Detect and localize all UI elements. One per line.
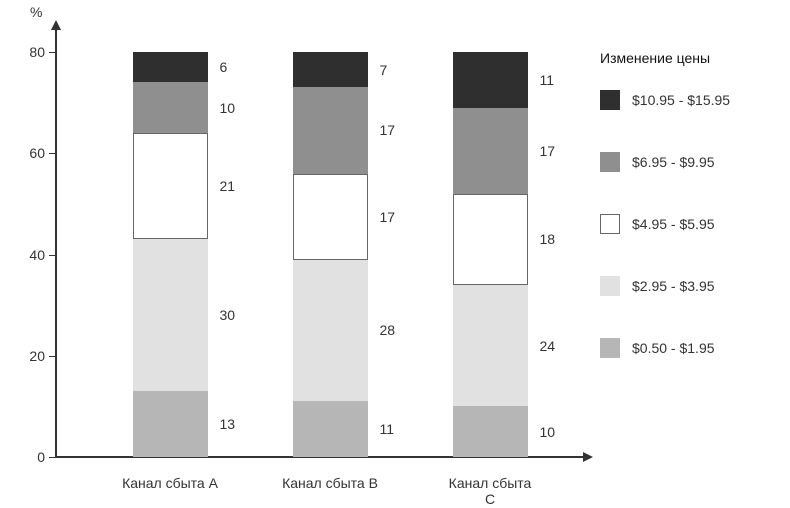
- bar-segment: [293, 87, 368, 173]
- segment-value-label: 11: [380, 421, 395, 437]
- legend-item: $10.95 - $15.95: [600, 90, 730, 110]
- bar-column: 133021106: [133, 52, 208, 457]
- bar-segment: [133, 391, 208, 457]
- legend-item: $6.95 - $9.95: [600, 152, 730, 172]
- y-tick-label: 60: [29, 145, 45, 161]
- y-axis-unit: %: [30, 4, 42, 20]
- legend-item: $2.95 - $3.95: [600, 276, 730, 296]
- segment-value-label: 11: [540, 72, 555, 88]
- bar-segment: [453, 406, 528, 457]
- legend-label: $2.95 - $3.95: [632, 278, 715, 294]
- x-category-label: Канал сбыта C: [448, 475, 533, 507]
- bar-segment: [133, 82, 208, 133]
- x-category-label: Канал сбыта A: [122, 475, 218, 491]
- y-tick: [49, 153, 55, 154]
- bar-column: 112817177: [293, 52, 368, 457]
- bar-segment: [293, 174, 368, 260]
- bar-column: 1024181711: [453, 52, 528, 457]
- y-tick: [49, 457, 55, 458]
- bar-segment: [133, 52, 208, 82]
- bar-segment: [453, 194, 528, 285]
- legend-swatch-icon: [600, 152, 620, 172]
- legend-label: $6.95 - $9.95: [632, 154, 715, 170]
- bar-segment: [453, 108, 528, 194]
- plot-area: 020406080133021106Канал сбыта A112817177…: [55, 52, 575, 457]
- bar-segment: [453, 285, 528, 407]
- bar-segment: [293, 401, 368, 457]
- legend: Изменение цены $10.95 - $15.95 $6.95 - $9…: [600, 50, 730, 400]
- legend-swatch-icon: [600, 214, 620, 234]
- legend-swatch-icon: [600, 338, 620, 358]
- segment-value-label: 7: [380, 62, 388, 78]
- segment-value-label: 18: [540, 231, 556, 247]
- segment-value-label: 30: [220, 307, 236, 323]
- y-tick-label: 40: [29, 247, 45, 263]
- bar-segment: [453, 52, 528, 108]
- legend-swatch-icon: [600, 276, 620, 296]
- stacked-bar-chart: % 020406080133021106Канал сбыта A1128171…: [0, 0, 790, 508]
- legend-label: $0.50 - $1.95: [632, 340, 715, 356]
- segment-value-label: 17: [380, 122, 396, 138]
- bar-segment: [133, 239, 208, 391]
- segment-value-label: 17: [540, 143, 556, 159]
- bar-segment: [293, 260, 368, 402]
- y-tick-label: 0: [37, 449, 45, 465]
- segment-value-label: 13: [220, 416, 236, 432]
- segment-value-label: 28: [380, 322, 396, 338]
- y-axis: [55, 24, 57, 457]
- bar-segment: [133, 133, 208, 239]
- segment-value-label: 10: [540, 424, 556, 440]
- legend-label: $10.95 - $15.95: [632, 92, 730, 108]
- segment-value-label: 17: [380, 209, 396, 225]
- legend-label: $4.95 - $5.95: [632, 216, 715, 232]
- legend-item: $0.50 - $1.95: [600, 338, 730, 358]
- bar-segment: [293, 52, 368, 87]
- segment-value-label: 24: [540, 338, 556, 354]
- legend-item: $4.95 - $5.95: [600, 214, 730, 234]
- y-tick: [49, 52, 55, 53]
- segment-value-label: 10: [220, 100, 236, 116]
- legend-swatch-icon: [600, 90, 620, 110]
- y-tick-label: 20: [29, 348, 45, 364]
- y-tick: [49, 255, 55, 256]
- segment-value-label: 6: [220, 59, 228, 75]
- y-tick: [49, 356, 55, 357]
- legend-title: Изменение цены: [600, 50, 730, 66]
- segment-value-label: 21: [220, 178, 236, 194]
- y-axis-arrow-icon: [51, 20, 61, 30]
- x-category-label: Канал сбыта B: [282, 475, 378, 491]
- y-tick-label: 80: [29, 44, 45, 60]
- x-axis-arrow-icon: [583, 452, 593, 462]
